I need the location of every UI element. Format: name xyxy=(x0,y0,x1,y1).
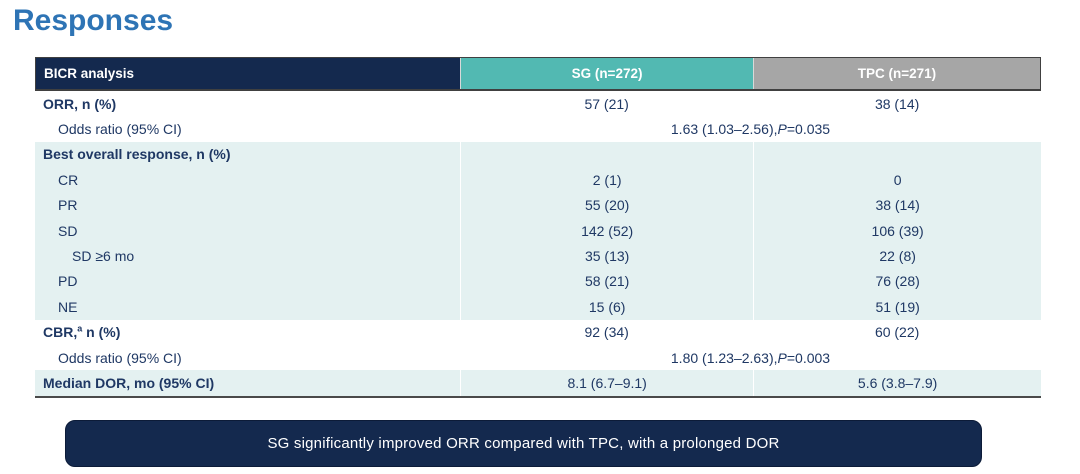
table-body: ORR, n (%) 57 (21) 38 (14) Odds ratio (9… xyxy=(35,91,1041,398)
row-label: PR xyxy=(58,197,78,214)
odds-ratio-value: 1.63 (1.03–2.56), P =0.035 xyxy=(460,116,1041,141)
cbr-label-rest: n (%) xyxy=(82,324,121,341)
odds-ratio-value: 1.80 (1.23–2.63), P =0.003 xyxy=(460,345,1041,370)
table-row-sd-6mo: SD ≥6 mo 35 (13) 22 (8) xyxy=(35,243,1041,269)
odds-ratio-text: 1.63 (1.03–2.56), xyxy=(670,121,778,138)
tpc-value: 38 (14) xyxy=(874,95,920,112)
table-header-row: BICR analysis SG (n=272) TPC (n=271) xyxy=(35,57,1041,91)
tpc-value: 60 (22) xyxy=(874,324,920,341)
tpc-value: 5.6 (3.8–7.9) xyxy=(753,370,1041,396)
table-row-cr: CR 2 (1) 0 xyxy=(35,167,1041,193)
row-label: ORR, n (%) xyxy=(43,95,117,112)
row-label: CR xyxy=(58,171,79,188)
row-label: NE xyxy=(58,298,78,315)
p-value: =0.035 xyxy=(786,121,831,138)
p-symbol: P xyxy=(777,349,787,366)
row-label: Median DOR, mo (95% CI) xyxy=(43,374,215,391)
sg-value: 142 (52) xyxy=(460,217,753,244)
conclusion-text: SG significantly improved ORR compared w… xyxy=(267,435,780,452)
p-value: =0.003 xyxy=(786,349,831,366)
header-cell-sg: SG (n=272) xyxy=(460,58,753,89)
table-row-pr: PR 55 (20) 38 (14) xyxy=(35,192,1041,218)
table-row-orr-odds-ratio: Odds ratio (95% CI) 1.63 (1.03–2.56), P =… xyxy=(35,116,1041,141)
table-row-best-overall-response: Best overall response, n (%) xyxy=(35,141,1041,168)
table-row-cbr-odds-ratio: Odds ratio (95% CI) 1.80 (1.23–2.63), P =… xyxy=(35,345,1041,370)
sg-value: 15 (6) xyxy=(460,294,753,320)
sg-value: 8.1 (6.7–9.1) xyxy=(460,370,753,396)
table-row-cbr: CBR,a n (%) 92 (34) 60 (22) xyxy=(35,320,1041,345)
footnote-marker: a xyxy=(77,323,83,334)
sg-value: 35 (13) xyxy=(460,243,753,269)
cbr-label: CBR, xyxy=(43,324,78,341)
row-label: Odds ratio (95% CI) xyxy=(58,121,182,138)
tpc-value: 22 (8) xyxy=(753,243,1041,269)
table-row-pd: PD 58 (21) 76 (28) xyxy=(35,268,1041,295)
page-title: Responses xyxy=(13,4,174,37)
tpc-value: 0 xyxy=(753,167,1041,193)
sg-value: 92 (34) xyxy=(584,324,629,341)
table-row-orr: ORR, n (%) 57 (21) 38 (14) xyxy=(35,91,1041,116)
row-label: Best overall response, n (%) xyxy=(43,146,231,163)
responses-table: BICR analysis SG (n=272) TPC (n=271) ORR… xyxy=(35,57,1041,398)
tpc-value: 106 (39) xyxy=(753,217,1041,244)
row-label: Odds ratio (95% CI) xyxy=(58,349,182,366)
header-cell-bicr-analysis: BICR analysis xyxy=(36,58,461,89)
tpc-value: 76 (28) xyxy=(753,268,1041,295)
sg-value: 2 (1) xyxy=(460,167,753,193)
table-row-median-dor: Median DOR, mo (95% CI) 8.1 (6.7–9.1) 5.… xyxy=(35,370,1041,396)
row-label: PD xyxy=(58,273,78,290)
row-label: CBR,a n (%) xyxy=(35,324,460,340)
tpc-value xyxy=(753,141,1041,168)
odds-ratio-text: 1.80 (1.23–2.63), xyxy=(670,349,778,366)
row-label: SD xyxy=(58,222,78,239)
table-row-ne: NE 15 (6) 51 (19) xyxy=(35,294,1041,320)
sg-value: 57 (21) xyxy=(584,95,629,112)
row-label: SD ≥6 mo xyxy=(72,248,135,265)
sg-value xyxy=(460,141,753,168)
table-row-sd: SD 142 (52) 106 (39) xyxy=(35,217,1041,244)
conclusion-banner: SG significantly improved ORR compared w… xyxy=(65,420,982,467)
sg-value: 55 (20) xyxy=(460,192,753,218)
p-symbol: P xyxy=(777,121,787,138)
tpc-value: 38 (14) xyxy=(753,192,1041,218)
header-cell-tpc: TPC (n=271) xyxy=(752,58,1040,89)
tpc-value: 51 (19) xyxy=(753,294,1041,320)
sg-value: 58 (21) xyxy=(460,268,753,295)
